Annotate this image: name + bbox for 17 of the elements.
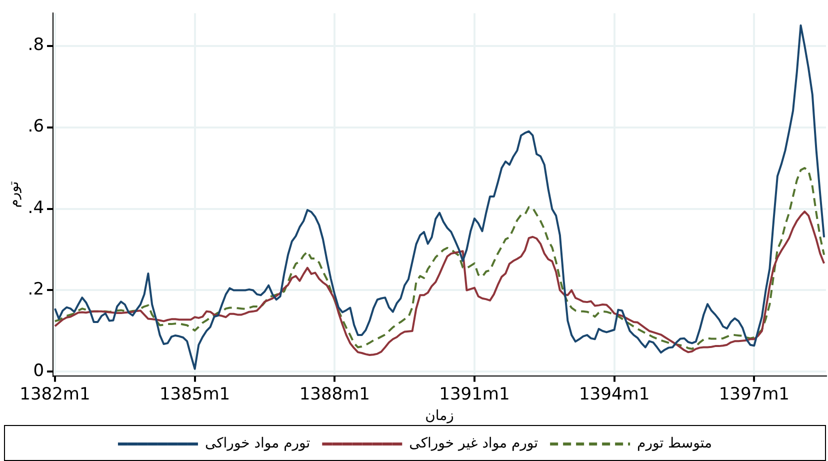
x-tick-label: 1382m1 [20, 384, 90, 404]
legend-label: تورم مواد خوراکی [204, 436, 310, 452]
legend-label: متوسط تورم [637, 436, 712, 452]
x-tick-label: 1385m1 [159, 384, 230, 404]
y-tick-label: 0 [33, 361, 44, 382]
y-axis-title: تورم [6, 181, 22, 208]
legend-label: تورم مواد غیر خوراکی [409, 436, 538, 452]
x-tick-label: 1391m1 [439, 384, 510, 404]
x-tick-label: 1397m1 [718, 384, 790, 404]
y-tick-label: .6 [28, 116, 44, 137]
x-tick-label: 1394m1 [578, 384, 650, 404]
y-tick-label: .2 [28, 280, 44, 300]
x-axis-title: زمان [425, 408, 454, 424]
line-series [54, 167, 826, 350]
y-tick-label: .8 [28, 35, 44, 56]
x-tick-label: 1388m1 [299, 384, 370, 404]
y-tick-label: .4 [28, 198, 44, 218]
